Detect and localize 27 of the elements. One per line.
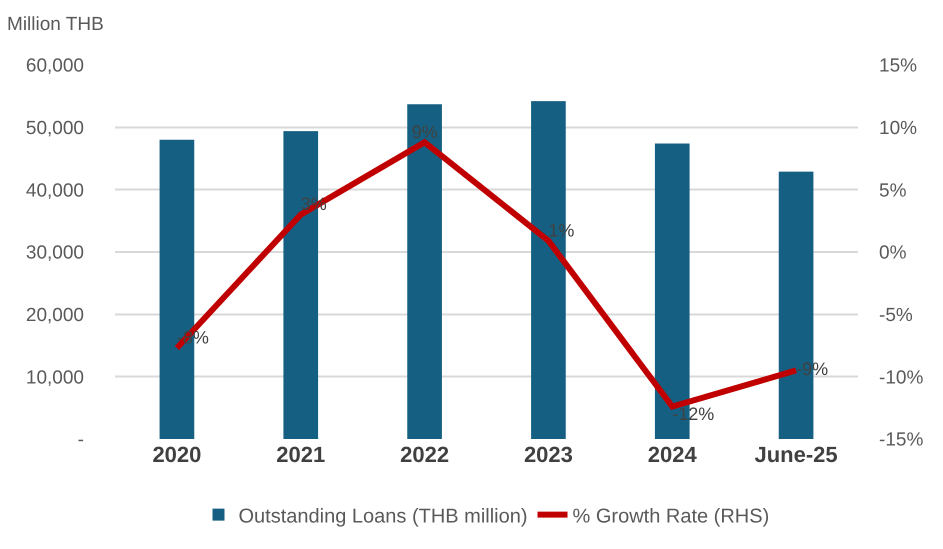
y-tick-label: 50,000 [26, 118, 84, 139]
x-tick-label: 2023 [524, 442, 573, 467]
y2-tick-label: -5% [879, 304, 913, 326]
y2-tick-label: 15% [879, 56, 918, 77]
data-label: 3% [300, 194, 327, 214]
y-tick-label: 20,000 [26, 304, 84, 326]
data-label: -8% [176, 327, 209, 348]
x-tick-label: June-25 [754, 442, 838, 467]
y-tick-label: - [78, 430, 84, 451]
legend-label: % Growth Rate (RHS) [572, 505, 770, 528]
y2-tick-label: 10% [879, 118, 918, 139]
y2-tick-label: -10% [879, 367, 924, 388]
y-tick-label: 10,000 [26, 367, 84, 388]
y-axis-title: Million THB [7, 14, 104, 35]
y-tick-label: 60,000 [26, 56, 84, 77]
y-tick-label: 40,000 [26, 180, 84, 202]
x-tick-label: 2024 [648, 442, 698, 467]
y2-tick-label: -15% [879, 430, 924, 451]
x-tick-label: 2020 [152, 442, 202, 467]
y-tick-label: 30,000 [26, 242, 84, 264]
legend-label: Outstanding Loans (THB million) [238, 505, 528, 528]
data-label: 9% [412, 122, 438, 142]
y2-tick-label: 5% [879, 180, 907, 202]
y2-tick-label: 0% [879, 242, 907, 264]
bar [407, 104, 442, 439]
x-tick-label: 2022 [400, 442, 450, 467]
x-tick-label: 2021 [276, 442, 326, 467]
